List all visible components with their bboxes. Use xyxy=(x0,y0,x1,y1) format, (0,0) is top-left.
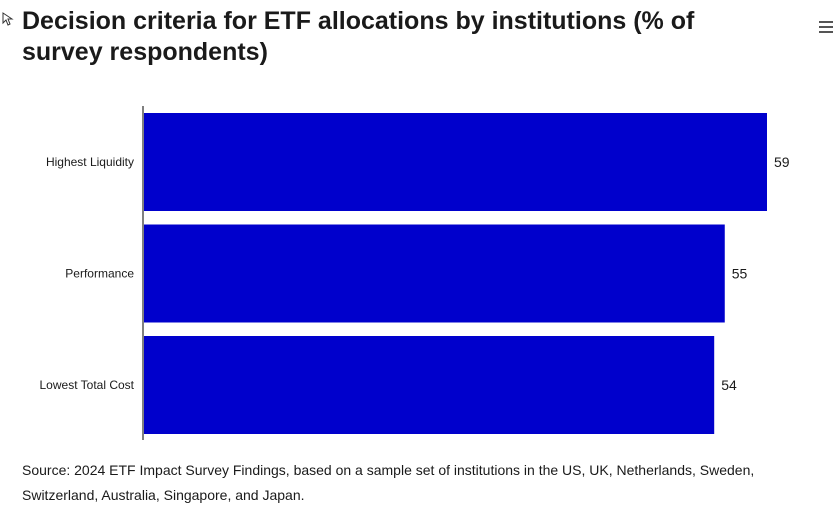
data-label: 55 xyxy=(732,266,748,282)
bar-performance[interactable] xyxy=(144,224,725,323)
chart-title: Decision criteria for ETF allocations by… xyxy=(22,7,695,66)
menu-icon[interactable] xyxy=(819,21,833,35)
source-note: Source: 2024 ETF Impact Survey Findings,… xyxy=(22,462,755,503)
category-label: Performance xyxy=(65,267,134,281)
category-label: Highest Liquidity xyxy=(46,155,134,169)
pointer-icon xyxy=(2,12,14,26)
data-label: 59 xyxy=(774,154,790,170)
bar-lowest-total-cost[interactable] xyxy=(144,336,715,434)
category-label: Lowest Total Cost xyxy=(40,378,135,392)
data-label: 54 xyxy=(721,377,737,393)
bar-highest-liquidity[interactable] xyxy=(144,113,767,211)
